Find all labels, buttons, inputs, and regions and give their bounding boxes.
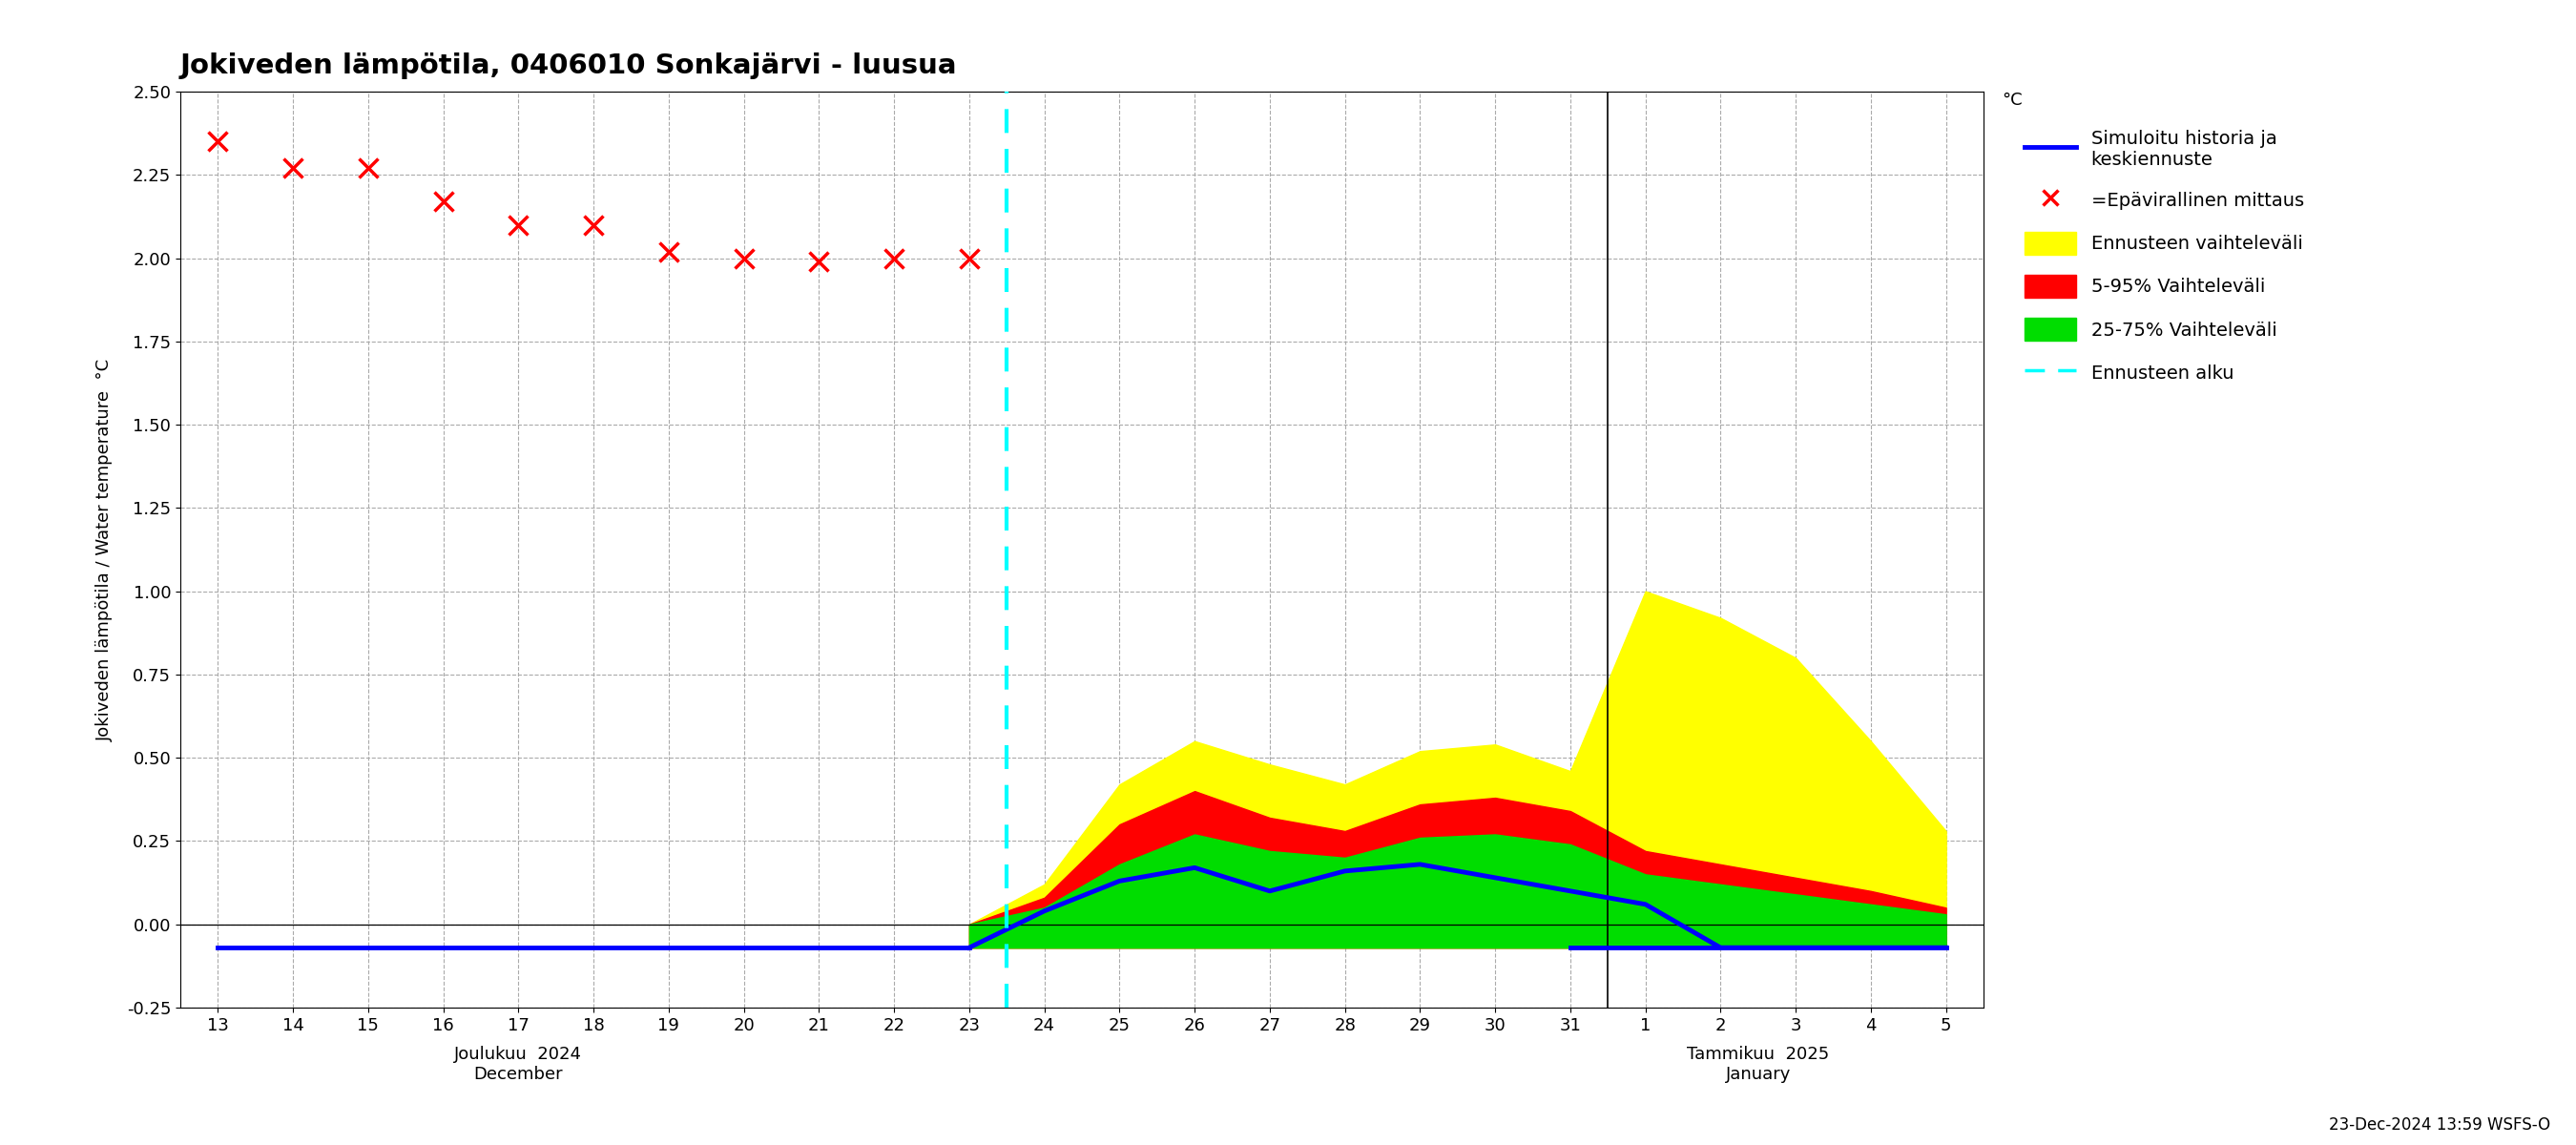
Text: °C: °C [2002, 92, 2022, 109]
Text: Joulukuu  2024: Joulukuu 2024 [453, 1045, 582, 1063]
Y-axis label: Jokiveden lämpötila / Water temperature  °C: Jokiveden lämpötila / Water temperature … [95, 358, 113, 741]
Legend: Simuloitu historia ja
keskiennuste, =Epävirallinen mittaus, Ennusteen vaihtelevä: Simuloitu historia ja keskiennuste, =Epä… [2020, 124, 2308, 389]
Text: January: January [1726, 1066, 1790, 1083]
Text: Jokiveden lämpötila, 0406010 Sonkajärvi - luusua: Jokiveden lämpötila, 0406010 Sonkajärvi … [180, 52, 958, 79]
Text: 23-Dec-2024 13:59 WSFS-O: 23-Dec-2024 13:59 WSFS-O [2329, 1116, 2550, 1134]
Text: December: December [474, 1066, 564, 1083]
Text: Tammikuu  2025: Tammikuu 2025 [1687, 1045, 1829, 1063]
